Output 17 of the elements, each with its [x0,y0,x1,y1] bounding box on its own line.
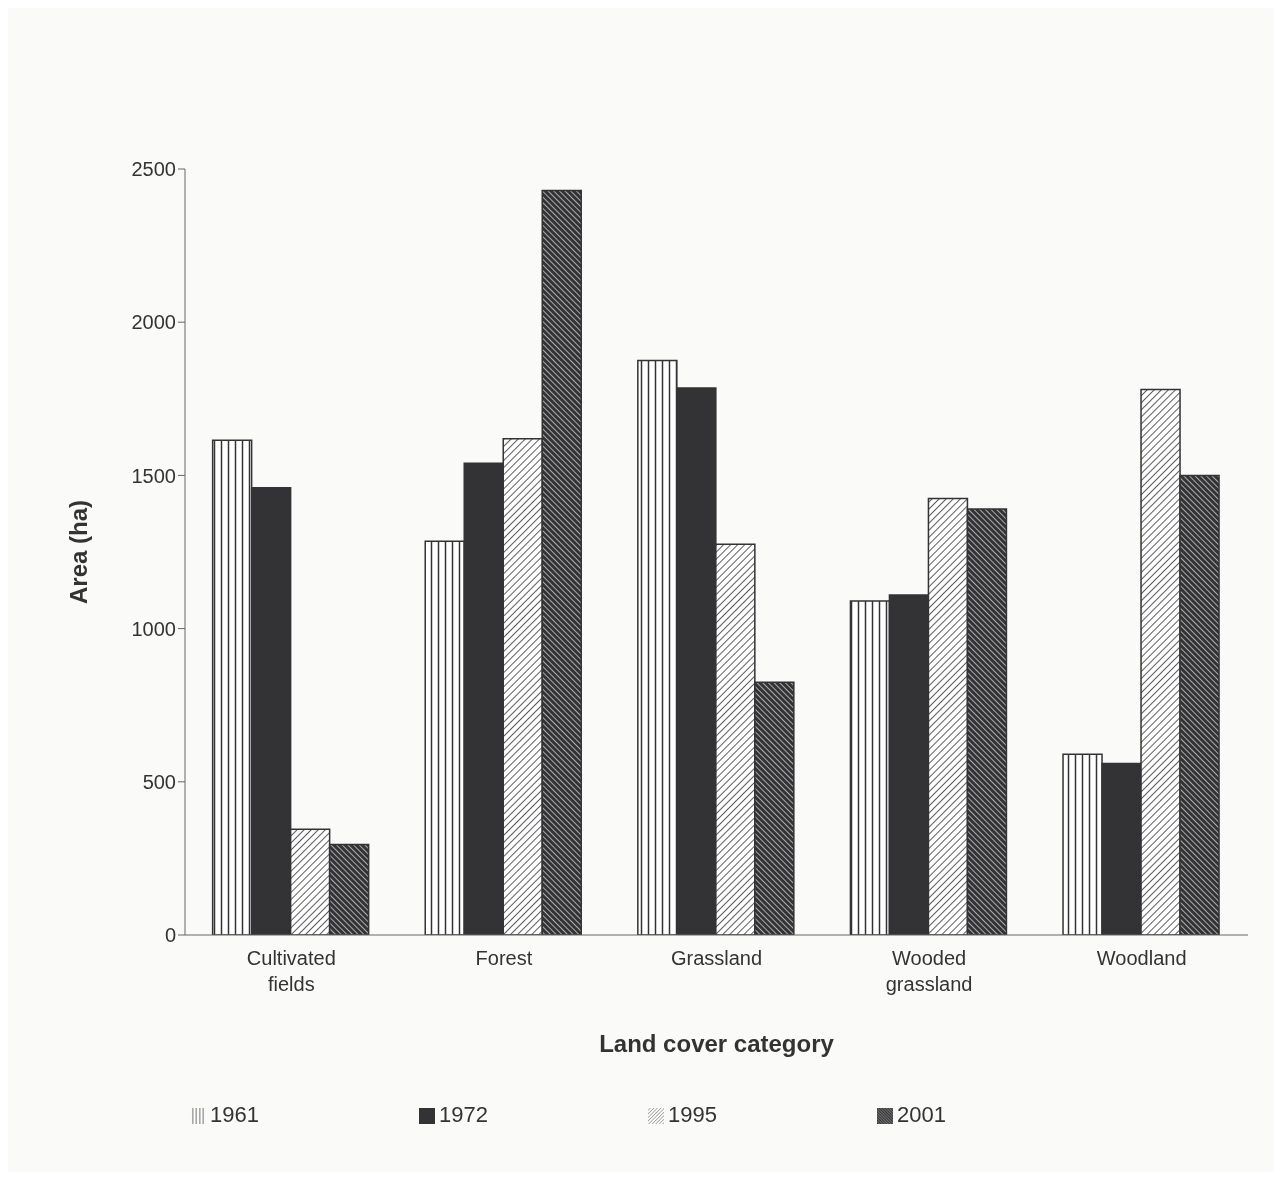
legend-label: 1972 [439,1102,488,1127]
legend-label: 1961 [210,1102,260,1127]
y-tick-label: 1000 [131,617,176,640]
legend-label: 1995 [668,1102,717,1127]
x-axis-title: Land cover category [599,1030,835,1057]
x-tick-label: Forest [475,947,533,969]
y-tick-label: 1500 [131,464,176,487]
x-tick-label: Grassland [670,947,763,969]
y-tick-label: 0 [164,924,176,947]
y-tick-label: 500 [142,770,176,793]
x-tick-label: Cultivated fields [246,947,336,995]
x-tick-label: Woodland [1096,947,1187,969]
y-tick-label: 2500 [131,158,176,181]
y-tick-label: 2000 [131,311,176,334]
legend-label: 2001 [896,1102,946,1127]
x-tick-label: Wooded grassland [885,947,973,995]
y-axis-title: Area (ha) [64,499,92,605]
